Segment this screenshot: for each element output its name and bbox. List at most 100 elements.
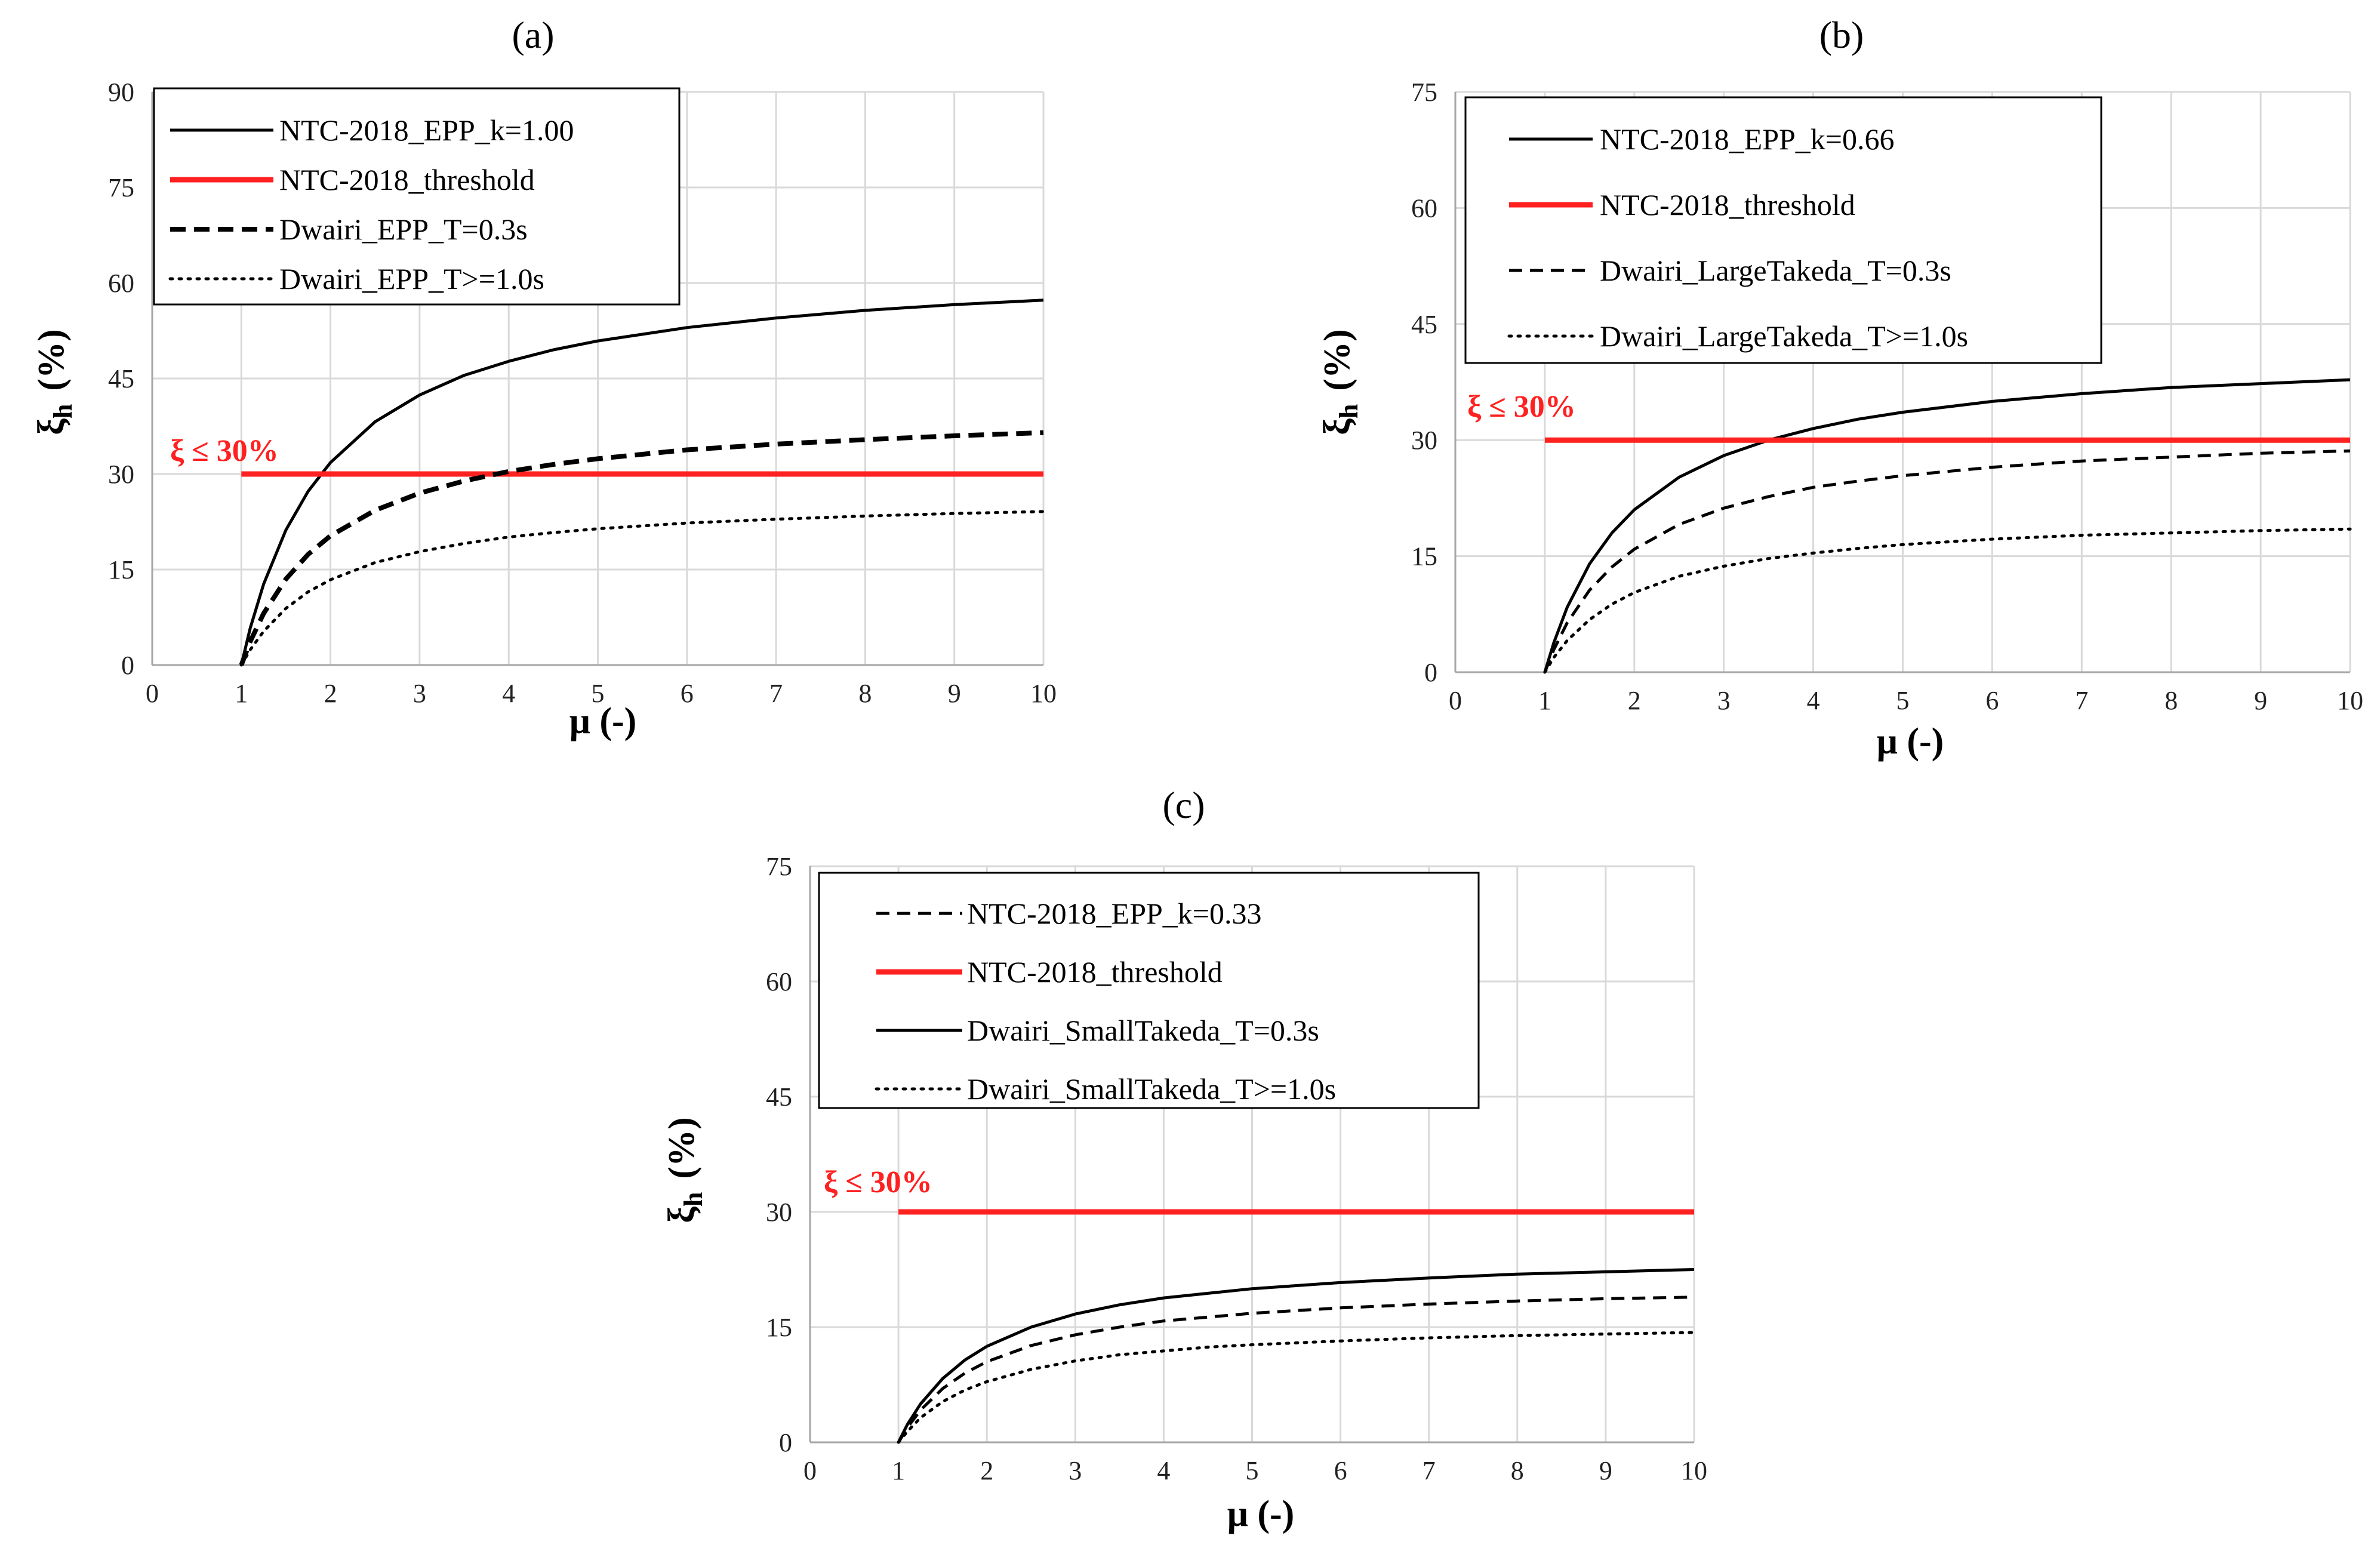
y-axis-units: (%)	[1317, 329, 1357, 390]
x-tick-label: 10	[2337, 686, 2363, 715]
y-tick-label: 75	[108, 173, 134, 202]
x-tick-label: 8	[1511, 1456, 1524, 1485]
x-tick-label: 0	[1449, 686, 1462, 715]
x-tick-label: 2	[980, 1456, 993, 1485]
x-tick-label: 8	[2165, 686, 2178, 715]
threshold-annotation: ξ ≤ 30%	[170, 434, 279, 468]
x-tick-label: 6	[681, 679, 694, 708]
x-tick-label: 2	[1628, 686, 1641, 715]
series-line-1	[239, 298, 1044, 666]
x-tick-label: 3	[1717, 686, 1731, 715]
series-line-4	[1543, 527, 2352, 674]
legend-label-1: NTC-2018_EPP_k=1.00	[279, 113, 574, 147]
x-tick-label: 3	[1069, 1456, 1082, 1485]
y-tick-label: 45	[766, 1082, 792, 1112]
x-tick-label: 7	[2075, 686, 2088, 715]
x-tick-label: 5	[592, 679, 605, 708]
y-axis-title: ξh (%)	[1317, 329, 1363, 435]
legend-label-3: Dwairi_SmallTakeda_T=0.3s	[967, 1014, 1319, 1047]
x-tick-label: 5	[1246, 1456, 1259, 1485]
x-tick-label: 3	[413, 679, 426, 708]
legend-label-2: NTC-2018_threshold	[1600, 188, 1855, 221]
y-axis-title: ξh (%)	[31, 329, 78, 435]
x-tick-label: 4	[1157, 1456, 1170, 1485]
legend-label-3: Dwairi_LargeTakeda_T=0.3s	[1600, 254, 1951, 287]
y-tick-label: 0	[1424, 658, 1437, 687]
series-line-1	[897, 1295, 1695, 1444]
x-axis-title: μ (-)	[1227, 1494, 1295, 1534]
y-axis-symbol: ξ	[31, 418, 72, 435]
x-axis-title: μ (-)	[569, 701, 637, 741]
y-axis-title: ξh (%)	[661, 1117, 708, 1223]
x-tick-label: 10	[1681, 1456, 1707, 1485]
x-tick-label: 8	[858, 679, 872, 708]
threshold-annotation: ξ ≤ 30%	[824, 1165, 932, 1199]
legend-label-4: Dwairi_EPP_T>=1.0s	[279, 262, 544, 296]
y-axis-symbol: ξ	[661, 1207, 702, 1223]
series-line-4	[897, 1331, 1696, 1444]
series-line-3	[897, 1268, 1695, 1444]
y-tick-label: 90	[108, 78, 134, 107]
y-tick-label: 30	[766, 1198, 792, 1227]
threshold-annotation: ξ ≤ 30%	[1467, 390, 1576, 424]
x-tick-label: 6	[1334, 1456, 1347, 1485]
series-line-3	[239, 430, 1044, 666]
series-line-3	[1543, 449, 2351, 673]
legend-label-1: NTC-2018_EPP_k=0.66	[1600, 122, 1895, 156]
series-line-1	[1543, 378, 2351, 673]
y-axis-units: (%)	[31, 329, 72, 390]
y-tick-label: 30	[1411, 426, 1437, 455]
y-tick-label: 60	[766, 967, 792, 996]
x-tick-label: 9	[1599, 1456, 1612, 1485]
x-tick-label: 10	[1030, 679, 1057, 708]
x-tick-label: 1	[235, 679, 248, 708]
y-axis-subscript: h	[1334, 404, 1363, 418]
y-tick-label: 45	[1411, 310, 1437, 339]
y-tick-label: 30	[108, 460, 134, 489]
y-axis-symbol: ξ	[1317, 418, 1357, 435]
x-tick-label: 7	[769, 679, 783, 708]
y-tick-label: 0	[121, 651, 134, 680]
legend-label-2: NTC-2018_threshold	[279, 163, 535, 196]
x-tick-label: 7	[1423, 1456, 1436, 1485]
y-axis-units: (%)	[661, 1117, 702, 1178]
x-tick-label: 1	[892, 1456, 905, 1485]
y-tick-label: 45	[108, 364, 134, 393]
x-tick-label: 1	[1538, 686, 1551, 715]
y-tick-label: 75	[766, 852, 792, 881]
x-tick-label: 4	[1807, 686, 1820, 715]
y-tick-label: 60	[108, 269, 134, 298]
legend-label-4: Dwairi_LargeTakeda_T>=1.0s	[1600, 319, 1968, 353]
x-tick-label: 2	[324, 679, 337, 708]
panel-label: (c)	[1162, 784, 1205, 826]
legend-box	[1464, 96, 2102, 364]
y-tick-label: 15	[766, 1313, 792, 1342]
legend-label-1: NTC-2018_EPP_k=0.33	[967, 897, 1262, 930]
legend-label-2: NTC-2018_threshold	[967, 955, 1223, 989]
x-tick-label: 4	[502, 679, 515, 708]
x-tick-label: 5	[1896, 686, 1910, 715]
y-axis-subscript: h	[48, 404, 78, 418]
y-tick-label: 15	[1411, 542, 1437, 571]
y-tick-label: 60	[1411, 193, 1437, 223]
y-tick-label: 75	[1411, 78, 1437, 107]
panel-label: (a)	[512, 14, 554, 56]
y-tick-label: 15	[108, 555, 134, 584]
y-tick-label: 0	[779, 1428, 792, 1457]
x-axis-title: μ (-)	[1877, 721, 1944, 762]
x-tick-label: 9	[948, 679, 961, 708]
x-tick-label: 6	[1985, 686, 1999, 715]
series-line-4	[239, 510, 1045, 667]
panel-label: (b)	[1819, 14, 1864, 56]
legend-box	[153, 87, 681, 306]
legend-label-4: Dwairi_SmallTakeda_T>=1.0s	[967, 1072, 1336, 1106]
legend-label-3: Dwairi_EPP_T=0.3s	[279, 213, 528, 246]
x-tick-label: 0	[803, 1456, 817, 1485]
x-tick-label: 9	[2254, 686, 2267, 715]
y-axis-subscript: h	[679, 1192, 708, 1207]
x-tick-label: 0	[146, 679, 159, 708]
